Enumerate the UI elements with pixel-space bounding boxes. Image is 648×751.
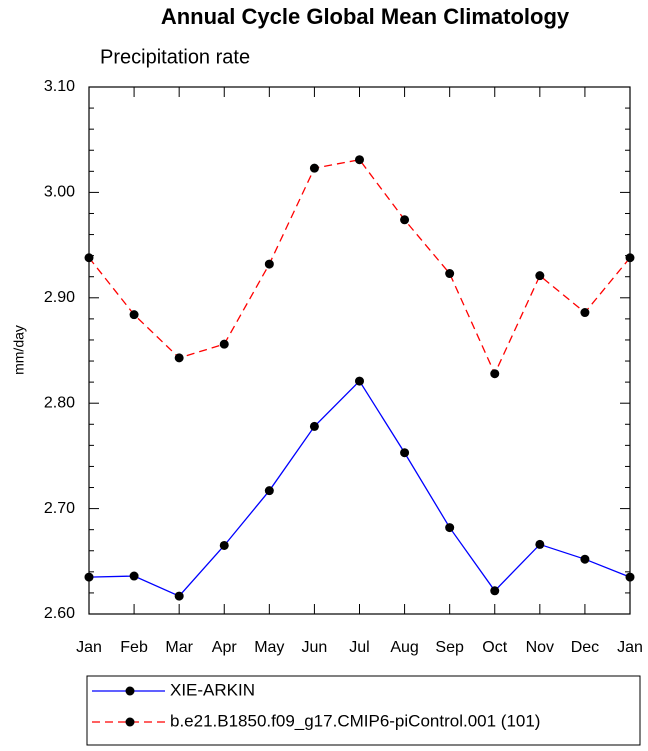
y-axis-label: mm/day bbox=[11, 325, 27, 375]
y-tick-label: 2.90 bbox=[44, 289, 75, 306]
y-tick-label: 3.10 bbox=[44, 78, 75, 95]
x-tick-label: Aug bbox=[390, 639, 418, 656]
plot-frame bbox=[88, 86, 631, 615]
data-point bbox=[174, 353, 184, 363]
data-point bbox=[535, 271, 545, 281]
data-point bbox=[174, 591, 184, 601]
x-tick-label: Feb bbox=[120, 639, 148, 656]
data-point bbox=[129, 571, 139, 581]
x-tick-label: Jan bbox=[76, 639, 102, 656]
legend-box bbox=[86, 675, 641, 746]
legend-marker bbox=[125, 686, 135, 696]
x-tick-label: Jul bbox=[349, 639, 369, 656]
y-tick-label: 2.70 bbox=[44, 500, 75, 517]
x-tick-label: Sep bbox=[435, 639, 464, 656]
data-point bbox=[84, 572, 94, 582]
data-point bbox=[445, 269, 455, 279]
data-point bbox=[219, 540, 229, 550]
x-tick-label: Oct bbox=[482, 639, 507, 656]
y-tick-label: 2.80 bbox=[44, 394, 75, 411]
data-point bbox=[580, 554, 590, 564]
data-point bbox=[490, 586, 500, 596]
x-tick-label: Nov bbox=[526, 639, 554, 656]
chart-title: Annual Cycle Global Mean Climatology bbox=[161, 4, 570, 29]
legend-label: b.e21.B1850.f09_g17.CMIP6-piControl.001 … bbox=[170, 711, 540, 730]
data-point bbox=[264, 486, 274, 496]
data-point bbox=[400, 215, 410, 225]
x-tick-label: Jun bbox=[302, 639, 328, 656]
data-point bbox=[219, 339, 229, 349]
data-point bbox=[535, 539, 545, 549]
data-point bbox=[355, 155, 364, 165]
y-tick-label: 3.00 bbox=[44, 184, 75, 201]
legend-label: XIE-ARKIN bbox=[170, 680, 255, 699]
chart-subtitle: Precipitation rate bbox=[100, 46, 250, 68]
data-point bbox=[264, 259, 274, 269]
data-point bbox=[129, 310, 139, 320]
data-point bbox=[490, 369, 500, 379]
data-point bbox=[84, 253, 94, 263]
data-point bbox=[625, 572, 635, 582]
data-point bbox=[400, 448, 410, 458]
data-point bbox=[309, 421, 319, 431]
x-tick-label: Mar bbox=[165, 639, 193, 656]
data-point bbox=[355, 376, 364, 386]
data-point bbox=[625, 253, 635, 263]
series-line bbox=[88, 380, 631, 597]
data-point bbox=[580, 308, 590, 318]
y-tick-label: 2.60 bbox=[44, 605, 75, 622]
legend-marker bbox=[125, 717, 135, 727]
x-tick-label: Jan bbox=[617, 639, 643, 656]
x-tick-label: May bbox=[254, 639, 284, 656]
series-line bbox=[88, 159, 631, 376]
data-point bbox=[445, 523, 455, 533]
x-tick-label: Apr bbox=[212, 639, 238, 656]
x-tick-label: Dec bbox=[571, 639, 599, 656]
data-point bbox=[309, 163, 319, 173]
